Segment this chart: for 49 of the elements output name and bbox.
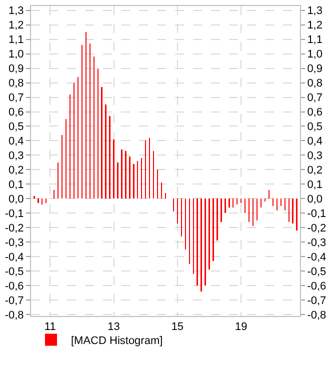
y2-tick-label: -0,4 [307, 251, 326, 264]
y-tick-label: -0,4 [4, 251, 24, 264]
y2-tick-label: -0,2 [307, 222, 326, 234]
y2-tick-label: 0,8 [307, 78, 322, 90]
y2-tick-label: 0,2 [307, 164, 322, 177]
y-tick-label: 0,0 [8, 194, 24, 206]
y-tick-label: -0,1 [4, 208, 24, 220]
y-tick-label: 1,1 [8, 34, 24, 46]
y2-tick-label: 0,0 [307, 194, 322, 206]
y-tick-label: 1,2 [8, 20, 24, 32]
x-tick-label: 11 [44, 321, 56, 334]
y2-tick-label: 1,0 [307, 48, 322, 61]
y2-tick-label: -0,3 [307, 236, 326, 249]
y2-tick-label: -0,8 [307, 309, 326, 322]
y-tick-label: 0,8 [8, 78, 24, 90]
y-tick-label: 1,0 [8, 48, 24, 61]
x-tick-label: 15 [171, 321, 184, 334]
y-tick-label: -0,5 [4, 266, 24, 278]
y-tick-label: -0,7 [4, 294, 24, 307]
y2-tick-label: 1,2 [307, 20, 322, 32]
x-tick-label: 13 [108, 321, 120, 334]
y-tick-label: 0,9 [8, 63, 24, 76]
y2-tick-label: 0,9 [307, 63, 322, 76]
y-tick-label: 0,2 [8, 164, 24, 177]
y2-tick-label: 0,6 [307, 106, 322, 119]
y2-tick-label: 0,5 [307, 121, 322, 134]
y2-tick-label: 0,3 [307, 150, 322, 162]
y-tick-label: 0,3 [8, 150, 24, 162]
y2-tick-label: -0,6 [307, 280, 326, 292]
y2-tick-label: 0,4 [307, 136, 322, 148]
y-tick-label: 0,4 [8, 136, 24, 148]
y-tick-label: 0,6 [8, 106, 24, 119]
y-tick-label: -0,2 [4, 222, 24, 234]
y2-tick-label: -0,1 [307, 208, 326, 220]
y-tick-label: -0,3 [4, 236, 24, 249]
x-tick-label: 19 [234, 321, 248, 334]
legend-label: [MACD Histogram] [71, 335, 163, 348]
y-tick-label: 0,7 [8, 92, 24, 104]
y2-tick-label: 0,7 [307, 92, 322, 104]
y-tick-label: 0,5 [8, 121, 24, 134]
y2-tick-label: 1,1 [307, 34, 322, 46]
y2-tick-label: 0,1 [307, 179, 322, 192]
y-tick-label: 0,1 [8, 179, 24, 192]
y2-tick-label: -0,7 [307, 294, 326, 307]
y2-tick-label: -0,5 [307, 266, 326, 278]
y-tick-label: -0,8 [4, 309, 24, 322]
y-tick-label: -0,6 [4, 280, 24, 292]
y2-tick-label: 1,3 [307, 5, 322, 18]
y-tick-label: 1,3 [8, 5, 24, 18]
